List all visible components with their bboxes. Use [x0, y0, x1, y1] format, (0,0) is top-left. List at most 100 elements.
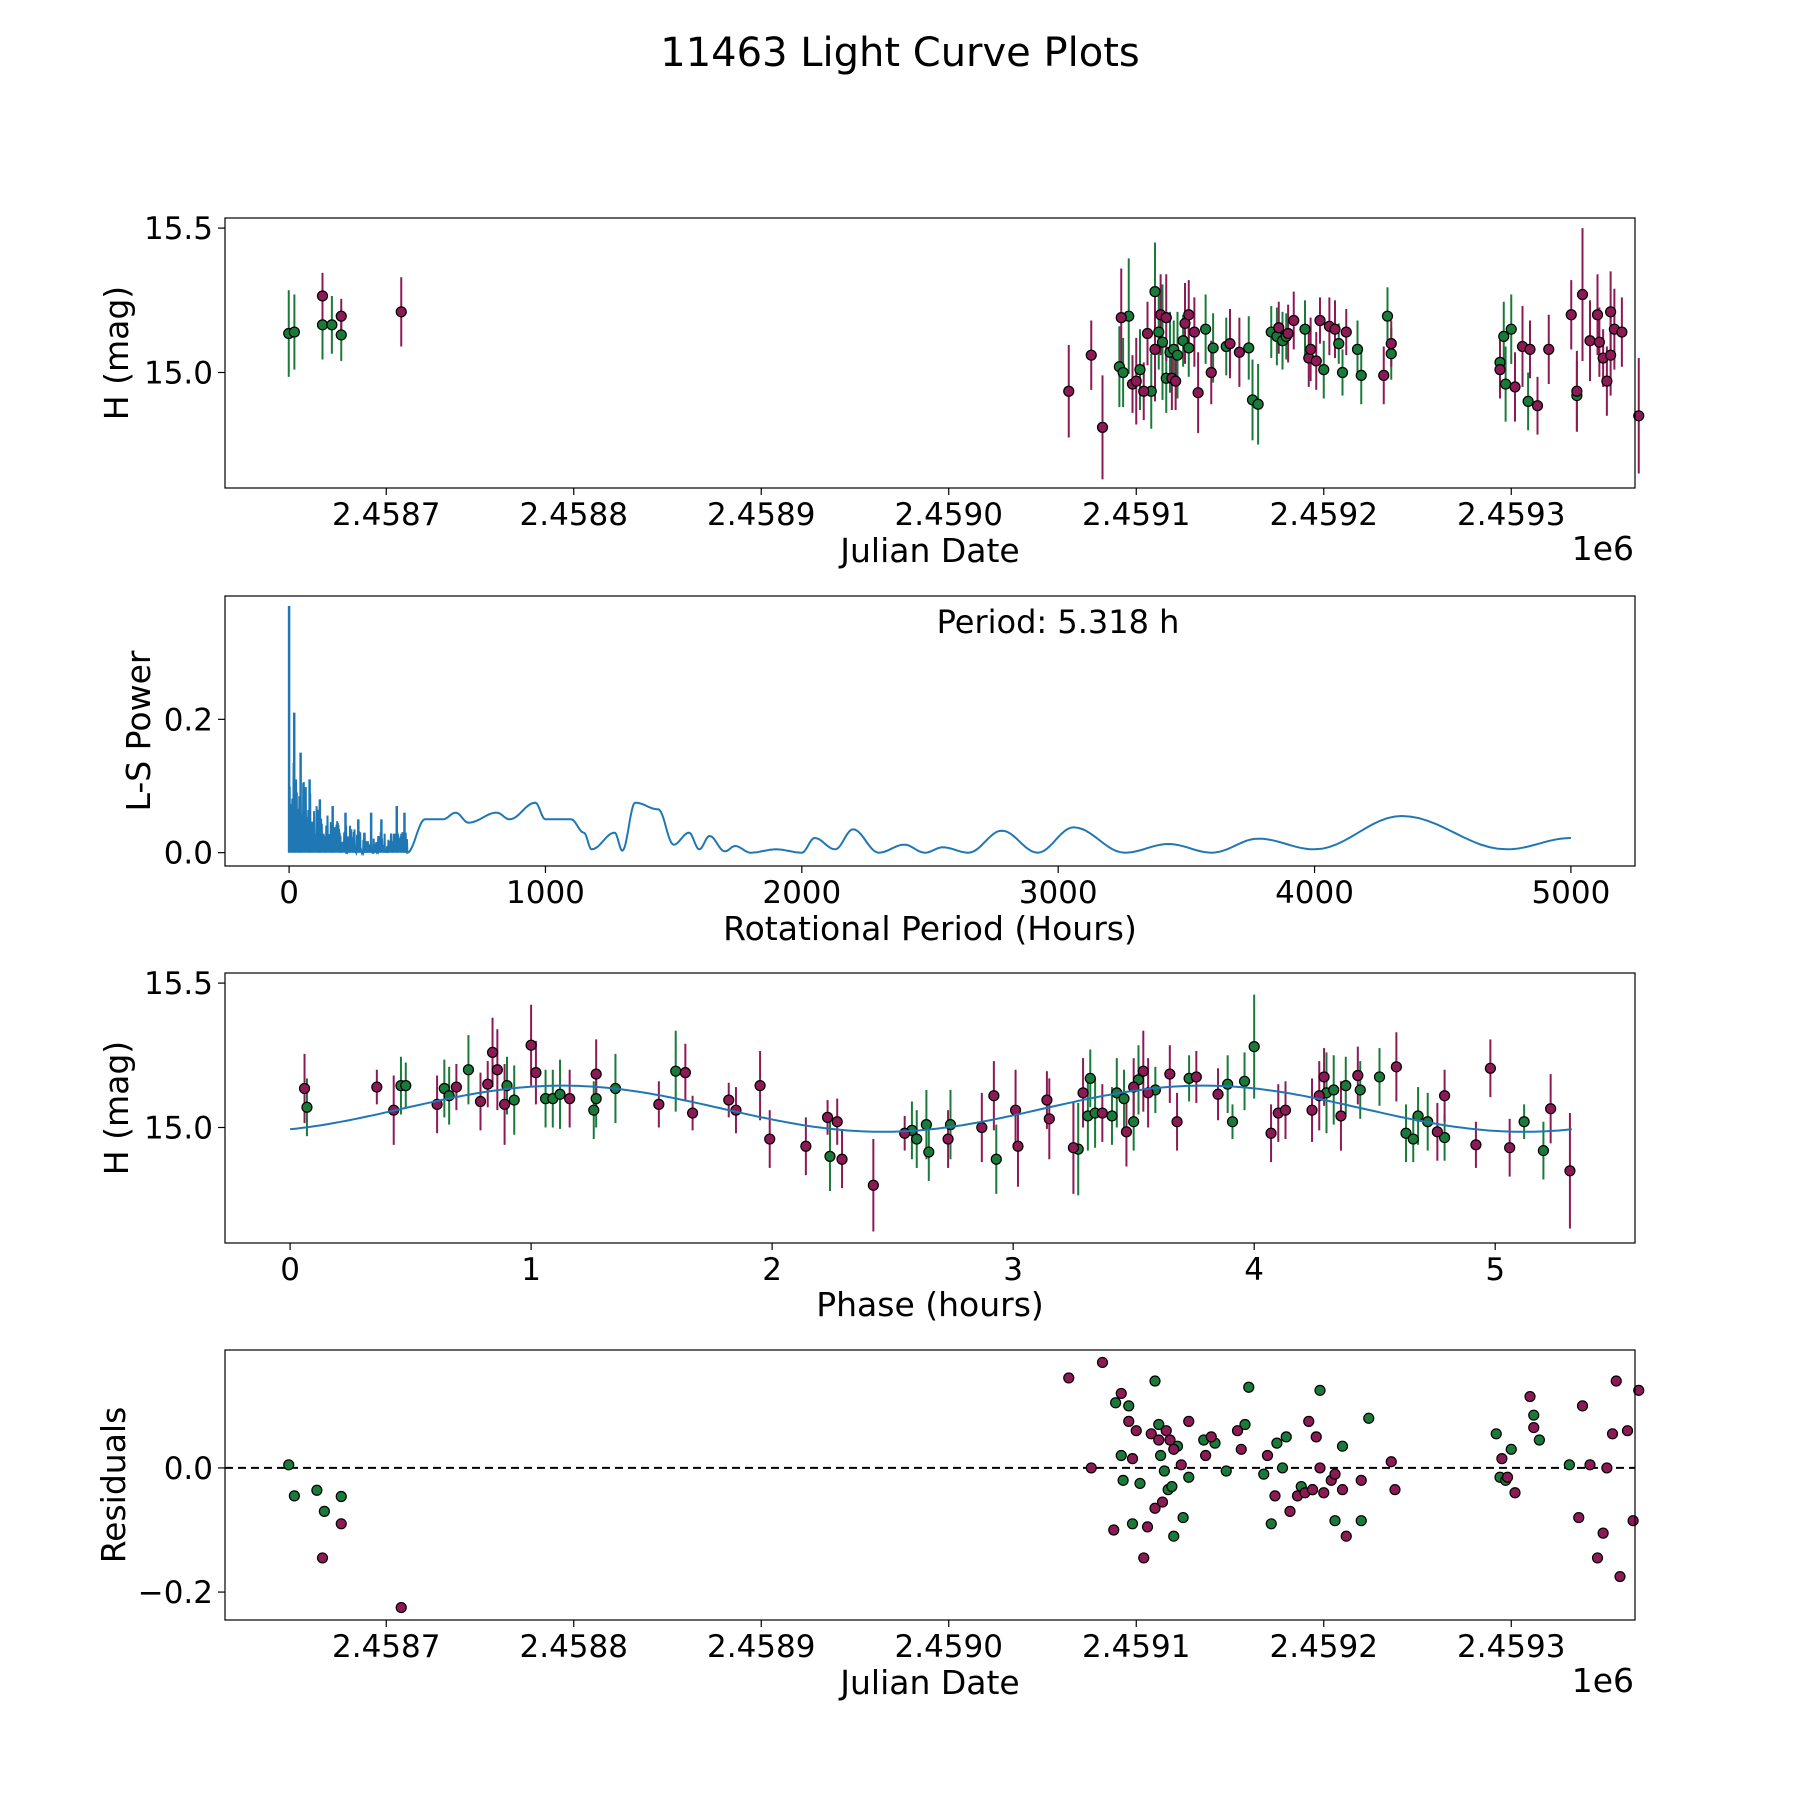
phased-purple-point [754, 1080, 766, 1092]
phased-purple-point [899, 1127, 911, 1139]
residuals-purple-point [1183, 1415, 1195, 1427]
periodogram-xtick-label: 1000 [506, 875, 585, 911]
residuals-green-point [1134, 1477, 1146, 1490]
lightcurve-green-point [335, 329, 347, 341]
lightcurve-xtick-label: 2.4587 [332, 497, 440, 533]
lightcurve-purple-point [1141, 327, 1154, 340]
phased-purple-point [1012, 1140, 1024, 1152]
residuals-green-point [283, 1459, 295, 1471]
lightcurve-purple-point [1149, 343, 1161, 355]
phased-purple-point [831, 1116, 843, 1128]
period-annotation: Period: 5.318 h [937, 603, 1180, 641]
lightcurve-green-point [1207, 342, 1219, 354]
phased-green-point [1238, 1075, 1251, 1087]
residuals-purple-point [1318, 1487, 1330, 1499]
residuals-purple-point [1303, 1415, 1315, 1427]
lightcurve-marks [283, 228, 1645, 480]
lightcurve-purple-point [1605, 349, 1617, 361]
residuals-xtick-label: 2.4589 [707, 1629, 815, 1665]
lightcurve-green-point [1351, 343, 1364, 355]
lightcurve-green-point [1149, 286, 1161, 298]
lightcurve-purple-point [1593, 336, 1605, 348]
phased-green-point [990, 1153, 1002, 1165]
lightcurve-xtick-label: 2.4589 [707, 497, 815, 533]
lightcurve-purple-point [1205, 366, 1217, 379]
residuals-purple-point [1269, 1490, 1281, 1502]
lightcurve-xtick-label: 2.4593 [1457, 497, 1565, 533]
residuals-frame [224, 1349, 1636, 1621]
phased-purple-point [525, 1039, 537, 1051]
phased-purple-point [764, 1133, 776, 1145]
phased-green-point [1518, 1116, 1530, 1128]
lightcurve-ylabel: H (mag) [97, 286, 136, 420]
residuals-xtick-label: 2.4587 [332, 1629, 440, 1665]
residuals-purple-point [1141, 1521, 1154, 1533]
phased-purple-point [1142, 1087, 1154, 1099]
phased-panel: 0 1 2 3 4 5 15.0 15.5 Phase (hours) H (mag) [97, 966, 1636, 1324]
phased-purple-point [1067, 1142, 1080, 1154]
periodogram-xtick-label: 5000 [1531, 875, 1610, 911]
phased-axes: 0 1 2 3 4 5 15.0 15.5 [144, 966, 1505, 1288]
lightcurve-purple-point [1188, 326, 1200, 338]
residuals-purple-point [1175, 1459, 1187, 1471]
phased-purple-point [1096, 1107, 1108, 1119]
residuals-purple-point [1610, 1375, 1622, 1387]
residuals-green-point [1117, 1474, 1129, 1486]
residuals-purple-point [1633, 1384, 1645, 1396]
lightcurve-green-point [1505, 323, 1517, 335]
phased-purple-point [1564, 1165, 1576, 1177]
lightcurve-purple-point [1192, 387, 1204, 399]
lightcurve-green-point [1299, 323, 1311, 335]
residuals-green-point [1220, 1465, 1232, 1477]
phased-green-point [1373, 1071, 1386, 1083]
phased-purple-point [590, 1068, 602, 1080]
residuals-green-point [1243, 1381, 1255, 1393]
residuals-green-point [1276, 1462, 1289, 1474]
residuals-xlabel: Julian Date [838, 1663, 1020, 1702]
residuals-green-point [335, 1490, 347, 1503]
phased-purple-point [1164, 1068, 1176, 1080]
lightcurve-purple-point [1063, 385, 1075, 397]
residuals-purple-point [1597, 1527, 1609, 1539]
lightcurve-purple-point [1565, 309, 1577, 321]
residuals-purple-point [1115, 1387, 1127, 1400]
phased-purple-point [1431, 1126, 1443, 1138]
lightcurve-green-point [1336, 366, 1349, 379]
residuals-green-point [1155, 1449, 1167, 1462]
residuals-purple-point [1164, 1434, 1176, 1446]
residuals-purple-point [1528, 1421, 1540, 1434]
residuals-purple-point [1614, 1570, 1626, 1583]
lightcurve-purple-point [1509, 381, 1521, 393]
residuals-purple-point [1329, 1468, 1341, 1480]
residuals-purple-point [1496, 1453, 1508, 1465]
periodogram-xtick-label: 4000 [1275, 875, 1354, 911]
phased-purple-point [482, 1078, 494, 1090]
phased-green-point [1106, 1110, 1118, 1122]
phased-green-point [1340, 1080, 1352, 1092]
lightcurve-green-point [1243, 342, 1255, 354]
lightcurve-green-point [316, 319, 329, 331]
lightcurve-purple-point [1576, 288, 1589, 301]
phased-green-point [670, 1065, 682, 1077]
periodogram-frame [224, 595, 1636, 867]
lightcurve-green-point [1381, 310, 1394, 322]
phased-green-point [1328, 1084, 1340, 1096]
residuals-purple-point [316, 1552, 329, 1564]
lightcurve-purple-point [316, 290, 329, 302]
phased-purple-point [821, 1111, 834, 1123]
lightcurve-purple-point [1378, 369, 1390, 381]
phased-green-point [923, 1146, 935, 1158]
lightcurve-purple-point [1130, 375, 1142, 387]
phased-purple-point [491, 1064, 503, 1076]
periodogram-xtick-label: 0 [279, 875, 299, 911]
residuals-purple-point [1231, 1425, 1244, 1437]
periodogram-line [288, 762, 1571, 857]
lightcurve-purple-point [1160, 312, 1172, 324]
phased-green-point [301, 1101, 313, 1113]
residuals-purple-point [1284, 1505, 1296, 1517]
phased-purple-point [474, 1095, 487, 1108]
phased-purple-point [1390, 1061, 1402, 1073]
lightcurve-green-point [1134, 364, 1146, 376]
phased-purple-point [1438, 1090, 1451, 1102]
